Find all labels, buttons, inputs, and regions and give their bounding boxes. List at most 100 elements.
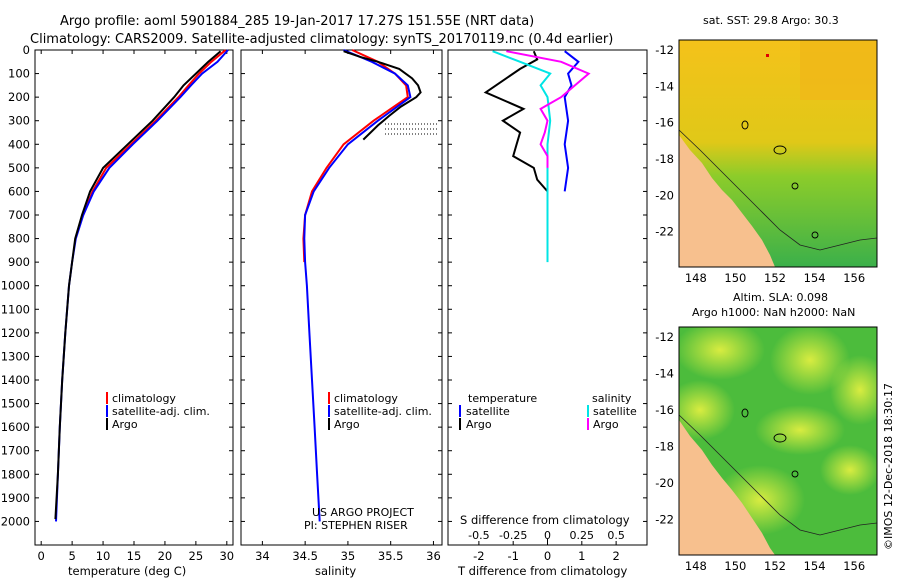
x-tick-label: 10 <box>96 549 111 563</box>
y-tick-label: 800 <box>8 232 30 246</box>
x-tick-label: 5 <box>68 549 75 563</box>
sst-map <box>679 40 877 267</box>
y-tick-label: 100 <box>8 67 30 81</box>
legend-t-satellite: satellite <box>466 405 510 418</box>
legend-climatology: climatology <box>334 392 398 405</box>
y-tick-label: 1400 <box>1 373 30 387</box>
x-tick-label: 35.5 <box>378 549 404 563</box>
legend-s-argo: Argo <box>593 418 619 431</box>
legend-t-argo: Argo <box>466 418 492 431</box>
map-y-tick-label: -22 <box>655 512 674 526</box>
qc-dots <box>385 123 438 135</box>
series-line-satellite-adj-clim- <box>303 49 412 522</box>
map-x-tick-label: 148 <box>685 559 707 573</box>
sst-map-title: sat. SST: 29.8 Argo: 30.3 <box>703 14 839 27</box>
sla-map-frame <box>678 326 878 556</box>
title-line-2: Climatology: CARS2009. Satellite-adjuste… <box>30 32 613 47</box>
y-tick-label: 700 <box>8 208 30 222</box>
y-tick-label: 600 <box>8 184 30 198</box>
temperature-panel <box>34 49 234 546</box>
map-y-tick-label: -20 <box>655 476 674 490</box>
difference-xlabel: T difference from climatology <box>457 564 628 578</box>
x-tick-label: 30 <box>219 549 234 563</box>
series-line-t-satellite <box>563 50 580 192</box>
series-line-s-argo <box>506 50 591 168</box>
y-tick-label: 1200 <box>1 326 30 340</box>
series-line-t-argo <box>483 50 549 193</box>
map-y-tick-label: -18 <box>655 439 674 453</box>
sst-map-frame <box>678 39 878 268</box>
y-tick-label: 1000 <box>1 279 30 293</box>
title-line-1: Argo profile: aoml 5901884_285 19-Jan-20… <box>60 14 534 29</box>
map-x-tick-label: 156 <box>843 559 865 573</box>
credit: ©IMOS 12-Dec-2018 18:30:17 <box>882 383 895 550</box>
x-tick-label: 2 <box>612 549 619 563</box>
salinity-panel <box>240 49 443 546</box>
series-line-satellite-adj-clim- <box>55 49 229 522</box>
y-tick-label: 1300 <box>1 349 30 363</box>
x-tick-label: 25 <box>189 549 204 563</box>
temperature-xlabel: temperature (deg C) <box>68 564 186 578</box>
map-y-tick-label: -14 <box>655 79 674 93</box>
y-tick-label: 1600 <box>1 420 30 434</box>
y-tick-label: 2000 <box>1 514 30 528</box>
map-x-tick-label: 156 <box>843 271 865 285</box>
salinity-xlabel: salinity <box>315 564 356 578</box>
legend-satellite-adj: satellite-adj. clim. <box>112 405 210 418</box>
legend-s-satellite: satellite <box>593 405 637 418</box>
legend-argo: Argo <box>112 418 138 431</box>
y-tick-label: 1700 <box>1 444 30 458</box>
x-tick-label: 1 <box>578 549 585 563</box>
x-tick-label: 20 <box>158 549 173 563</box>
map-x-tick-label: 148 <box>685 271 707 285</box>
map-x-tick-label: 152 <box>764 559 786 573</box>
y-tick-label: 1100 <box>1 302 30 316</box>
legend-argo: Argo <box>334 418 360 431</box>
sla-map <box>679 327 877 555</box>
x-tick-label: 34.5 <box>292 549 318 563</box>
y-tick-label: 1800 <box>1 467 30 481</box>
map-y-tick-label: -16 <box>655 403 674 417</box>
x-tick-label-secondary: -0.5 <box>468 529 489 542</box>
x-tick-label-secondary: -0.25 <box>499 529 527 542</box>
map-x-tick-label: 154 <box>804 559 826 573</box>
series-line-argo <box>54 50 222 520</box>
map-y-tick-label: -16 <box>655 116 674 130</box>
x-tick-label: 34 <box>255 549 270 563</box>
map-x-tick-label: 154 <box>804 271 826 285</box>
map-y-tick-label: -22 <box>655 225 674 239</box>
temperature-legend: climatology satellite-adj. clim. Argo <box>106 392 210 431</box>
map-x-tick-label: 150 <box>724 559 746 573</box>
salinity-legend: climatology satellite-adj. clim. Argo US… <box>304 392 432 532</box>
map-y-tick-label: -12 <box>655 330 674 344</box>
project-note: US ARGO PROJECT <box>312 506 414 519</box>
x-tick-label: 15 <box>127 549 142 563</box>
map-x-tick-label: 150 <box>724 271 746 285</box>
s-difference-label: S difference from climatology <box>460 513 630 527</box>
difference-legend: temperature salinity satellite Argo sate… <box>459 392 637 431</box>
y-tick-label: 900 <box>8 255 30 269</box>
y-tick-label: 500 <box>8 161 30 175</box>
series-line-climatology <box>302 49 409 263</box>
series-line-s-satellite <box>492 50 552 263</box>
x-tick-label: 35 <box>341 549 356 563</box>
map-y-tick-label: -20 <box>655 188 674 202</box>
x-tick-label-secondary: 0.5 <box>607 529 625 542</box>
sla-map-title: Altim. SLA: 0.098 <box>733 291 828 304</box>
map-y-tick-label: -18 <box>655 152 674 166</box>
y-tick-label: 400 <box>8 137 30 151</box>
y-tick-label: 300 <box>8 114 30 128</box>
x-tick-label: -1 <box>507 549 518 563</box>
x-tick-label: 0 <box>544 549 551 563</box>
y-tick-label: 200 <box>8 90 30 104</box>
map-y-tick-label: -14 <box>655 366 674 380</box>
x-tick-label-secondary: 0 <box>544 529 551 542</box>
sla-map-subtitle: Argo h1000: NaN h2000: NaN <box>692 306 855 319</box>
legend-title-temperature: temperature <box>468 392 537 405</box>
x-tick-label: 36 <box>426 549 441 563</box>
pi-note: PI: STEPHEN RISER <box>304 519 408 532</box>
x-tick-label: 0 <box>38 549 45 563</box>
legend-satellite-adj: satellite-adj. clim. <box>334 405 432 418</box>
x-tick-label: -2 <box>473 549 484 563</box>
